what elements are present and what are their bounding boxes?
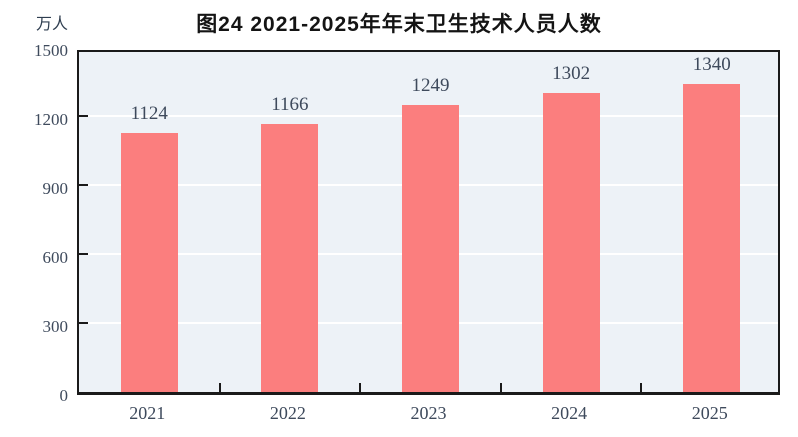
x-axis-label-2024: 2024 (551, 403, 588, 423)
bar-2023 (402, 104, 459, 392)
x-axis-label-2022: 2022 (269, 403, 306, 423)
y-axis-label-300: 300 (42, 317, 69, 336)
bar-value-label-2025: 1340 (692, 53, 731, 75)
y-tick-mark-600 (79, 253, 88, 255)
y-axis-label-0: 0 (59, 386, 69, 405)
bar-value-label-2022: 1166 (271, 93, 309, 115)
bar-2024 (542, 92, 600, 392)
x-tick-mark-3 (499, 383, 502, 392)
bar-value-label-2024: 1302 (552, 62, 591, 84)
y-axis-label-1500: 1500 (34, 41, 68, 60)
x-axis-label-2025: 2025 (691, 403, 728, 423)
x-tick-mark-4 (640, 383, 643, 392)
bar-2022 (261, 123, 319, 392)
y-tick-mark-900 (79, 184, 88, 186)
y-tick-mark-300 (79, 322, 88, 324)
x-tick-mark-2 (359, 383, 362, 392)
y-axis-unit-label: 万人 (35, 16, 68, 33)
plot-area: 1124 1166 1249 1302 1340 (77, 50, 780, 395)
x-axis-label-2023: 2023 (410, 403, 447, 423)
y-axis-label-1200: 1200 (34, 110, 68, 129)
chart-title: 图24 2021-2025年年末卫生技术人员人数 (196, 13, 602, 36)
y-axis-label-600: 600 (42, 248, 69, 267)
x-tick-mark-1 (218, 383, 221, 392)
x-axis-label-2021: 2021 (129, 403, 166, 423)
y-axis-label-900: 900 (42, 179, 69, 198)
bar-2025 (683, 83, 741, 392)
bar-value-label-2023: 1249 (411, 74, 450, 96)
bar-2021 (120, 133, 178, 392)
bar-value-label-2021: 1124 (130, 103, 168, 125)
y-tick-mark-1200 (79, 115, 88, 117)
